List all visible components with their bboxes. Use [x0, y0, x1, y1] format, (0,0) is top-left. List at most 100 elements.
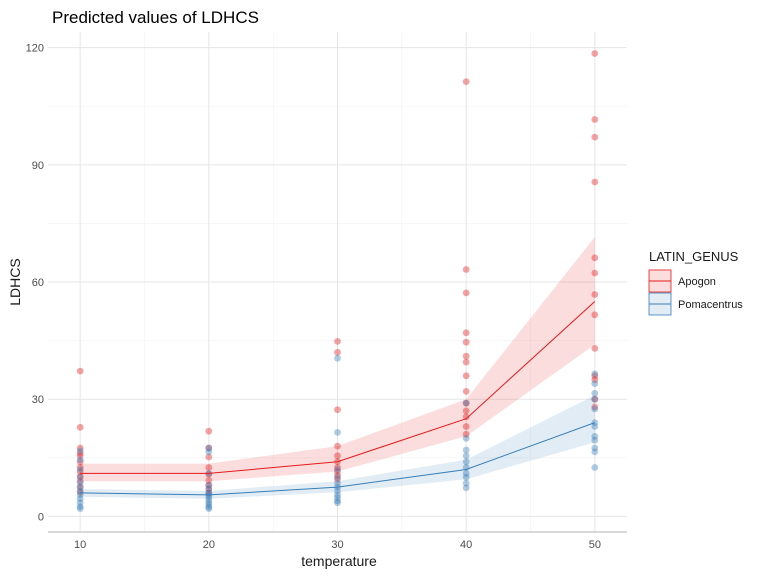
data-point-apogon	[462, 430, 470, 438]
legend-title: LATIN_GENUS	[649, 249, 739, 264]
data-point-pomacentrus	[591, 395, 599, 403]
y-tick-label: 90	[32, 160, 44, 172]
data-point-pomacentrus	[462, 399, 470, 407]
x-tick-label: 40	[460, 539, 472, 551]
data-point-apogon	[462, 266, 470, 273]
data-point-pomacentrus	[462, 446, 470, 454]
data-point-apogon	[591, 291, 599, 298]
data-point-apogon	[76, 423, 84, 431]
data-point-pomacentrus	[591, 389, 599, 397]
data-point-apogon	[205, 477, 213, 484]
data-point-pomacentrus	[462, 434, 470, 442]
y-tick-label: 60	[32, 277, 44, 289]
data-point-apogon	[76, 367, 84, 375]
data-point-pomacentrus	[205, 444, 213, 452]
data-point-apogon	[205, 485, 213, 493]
y-axis-ticks: 0 30 60 90 120	[26, 43, 44, 524]
data-point-apogon	[205, 444, 213, 452]
data-point-pomacentrus	[334, 473, 341, 481]
data-point-pomacentrus	[462, 452, 470, 460]
confidence-bands	[80, 237, 595, 499]
x-axis-ticks: 10 20 30 40 50	[74, 539, 601, 551]
data-point-pomacentrus	[76, 456, 84, 464]
data-point-pomacentrus	[76, 466, 84, 473]
data-point-apogon	[334, 338, 341, 345]
data-point-pomacentrus	[334, 479, 341, 487]
data-point-apogon	[205, 464, 213, 471]
data-point-pomacentrus	[76, 503, 84, 510]
data-point-apogon	[76, 444, 84, 452]
data-point-pomacentrus	[76, 483, 84, 491]
data-point-apogon	[462, 413, 470, 421]
data-point-apogon	[76, 452, 84, 460]
data-point-pomacentrus	[334, 354, 341, 362]
data-point-apogon	[462, 423, 470, 430]
data-point-pomacentrus	[205, 448, 213, 456]
data-point-pomacentrus	[334, 487, 341, 495]
prediction-line-apogon	[80, 301, 596, 474]
data-point-apogon	[76, 488, 84, 496]
gridlines	[48, 32, 627, 532]
data-point-apogon	[334, 468, 341, 475]
data-point-apogon	[76, 463, 84, 471]
data-point-apogon	[462, 329, 470, 337]
data-point-pomacentrus	[334, 497, 341, 505]
data-point-pomacentrus	[591, 423, 599, 430]
data-point-apogon	[334, 472, 341, 479]
data-point-pomacentrus	[205, 481, 213, 489]
data-point-apogon	[334, 348, 341, 356]
data-point-pomacentrus	[591, 464, 599, 471]
data-point-pomacentrus	[205, 496, 213, 503]
y-tick-label: 30	[32, 394, 44, 406]
y-axis-title: LDHCS	[7, 258, 23, 305]
data-point-pomacentrus	[462, 458, 470, 466]
x-tick-label: 10	[74, 539, 86, 551]
data-point-apogon	[462, 338, 470, 346]
prediction-line-pomacentrus	[80, 422, 595, 496]
confidence-band-apogon	[80, 237, 595, 482]
data-point-pomacentrus	[334, 429, 341, 436]
data-point-pomacentrus	[205, 498, 213, 506]
data-point-pomacentrus	[334, 499, 341, 507]
data-point-apogon	[334, 464, 341, 471]
data-point-apogon	[591, 376, 599, 384]
data-point-pomacentrus	[462, 484, 470, 492]
chart-title: Predicted values of LDHCS	[52, 8, 259, 27]
data-point-apogon	[462, 358, 470, 366]
legend-label-apogon: Apogon	[678, 276, 716, 288]
data-point-pomacentrus	[76, 479, 84, 487]
y-tick-label: 0	[38, 511, 44, 523]
data-point-pomacentrus	[591, 405, 599, 413]
data-point-apogon	[462, 399, 470, 407]
data-point-pomacentrus	[591, 444, 599, 452]
data-point-apogon	[591, 345, 599, 352]
data-point-apogon	[591, 311, 599, 319]
data-point-apogon	[76, 449, 84, 457]
data-point-pomacentrus	[591, 432, 599, 440]
data-point-apogon	[591, 116, 599, 123]
data-point-apogon	[334, 452, 341, 460]
data-point-apogon	[76, 458, 84, 466]
data-point-apogon	[76, 473, 84, 480]
data-point-pomacentrus	[76, 447, 84, 455]
x-tick-label: 50	[589, 539, 601, 551]
data-point-apogon	[462, 352, 470, 360]
data-point-pomacentrus	[462, 473, 470, 481]
data-point-apogon	[205, 470, 213, 478]
data-point-apogon	[334, 475, 341, 483]
data-point-pomacentrus	[205, 485, 213, 493]
data-point-apogon	[334, 406, 341, 414]
data-point-apogon	[462, 388, 470, 395]
data-point-apogon	[76, 477, 84, 485]
data-point-pomacentrus	[205, 503, 213, 511]
data-point-pomacentrus	[591, 370, 599, 378]
data-point-pomacentrus	[76, 505, 84, 512]
data-point-pomacentrus	[205, 505, 213, 512]
data-point-apogon	[76, 483, 84, 491]
data-point-pomacentrus	[76, 499, 84, 507]
data-point-pomacentrus	[334, 494, 341, 501]
data-point-apogon	[205, 453, 213, 461]
observed-points	[76, 50, 599, 512]
data-point-apogon	[462, 372, 470, 380]
